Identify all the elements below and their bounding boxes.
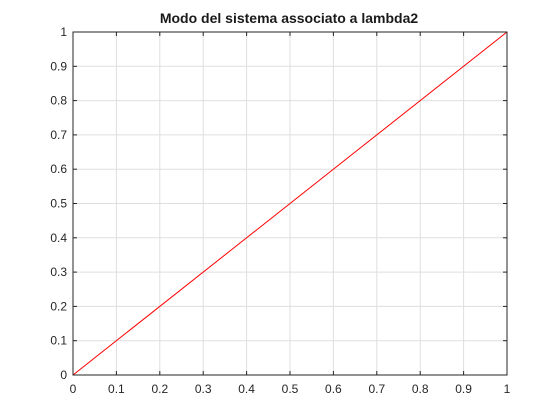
y-tick-label: 0.3 xyxy=(50,265,67,279)
y-tick-label: 0.5 xyxy=(50,197,67,211)
series-line xyxy=(72,31,508,376)
y-tick-label: 0.4 xyxy=(50,231,67,245)
x-tick-label: 0.8 xyxy=(412,382,429,396)
x-tick-label: 0.1 xyxy=(108,382,125,396)
x-tick-label: 0.7 xyxy=(368,382,385,396)
plot-series xyxy=(72,31,508,376)
x-tick-label: 0.5 xyxy=(282,382,299,396)
y-tick-label: 0.7 xyxy=(50,128,67,142)
x-tick-label: 0.6 xyxy=(325,382,342,396)
y-tick-label: 0.2 xyxy=(50,299,67,313)
y-tick-label: 1 xyxy=(60,25,67,39)
y-tick-label: 0.8 xyxy=(50,94,67,108)
y-tick-label: 0 xyxy=(60,368,67,382)
x-tick-label: 1 xyxy=(504,382,511,396)
tick-labels: 0 0.1 0.2 0.3 0.4 0.5 0.6 0.7 0.8 0.9 1 0 0.1 0.2 0.3 0… xyxy=(50,25,510,396)
x-tick-label: 0.4 xyxy=(238,382,255,396)
y-tick-label: 0.6 xyxy=(50,162,67,176)
x-tick-label: 0 xyxy=(70,382,77,396)
y-tick-label: 0.9 xyxy=(50,59,67,73)
x-tick-label: 0.3 xyxy=(195,382,212,396)
chart-title: Modo del sistema associato a lambda2 xyxy=(160,10,419,26)
x-tick-label: 0.2 xyxy=(151,382,168,396)
y-tick-label: 0.1 xyxy=(50,334,67,348)
x-tick-label: 0.9 xyxy=(455,382,472,396)
ticks xyxy=(72,31,508,376)
